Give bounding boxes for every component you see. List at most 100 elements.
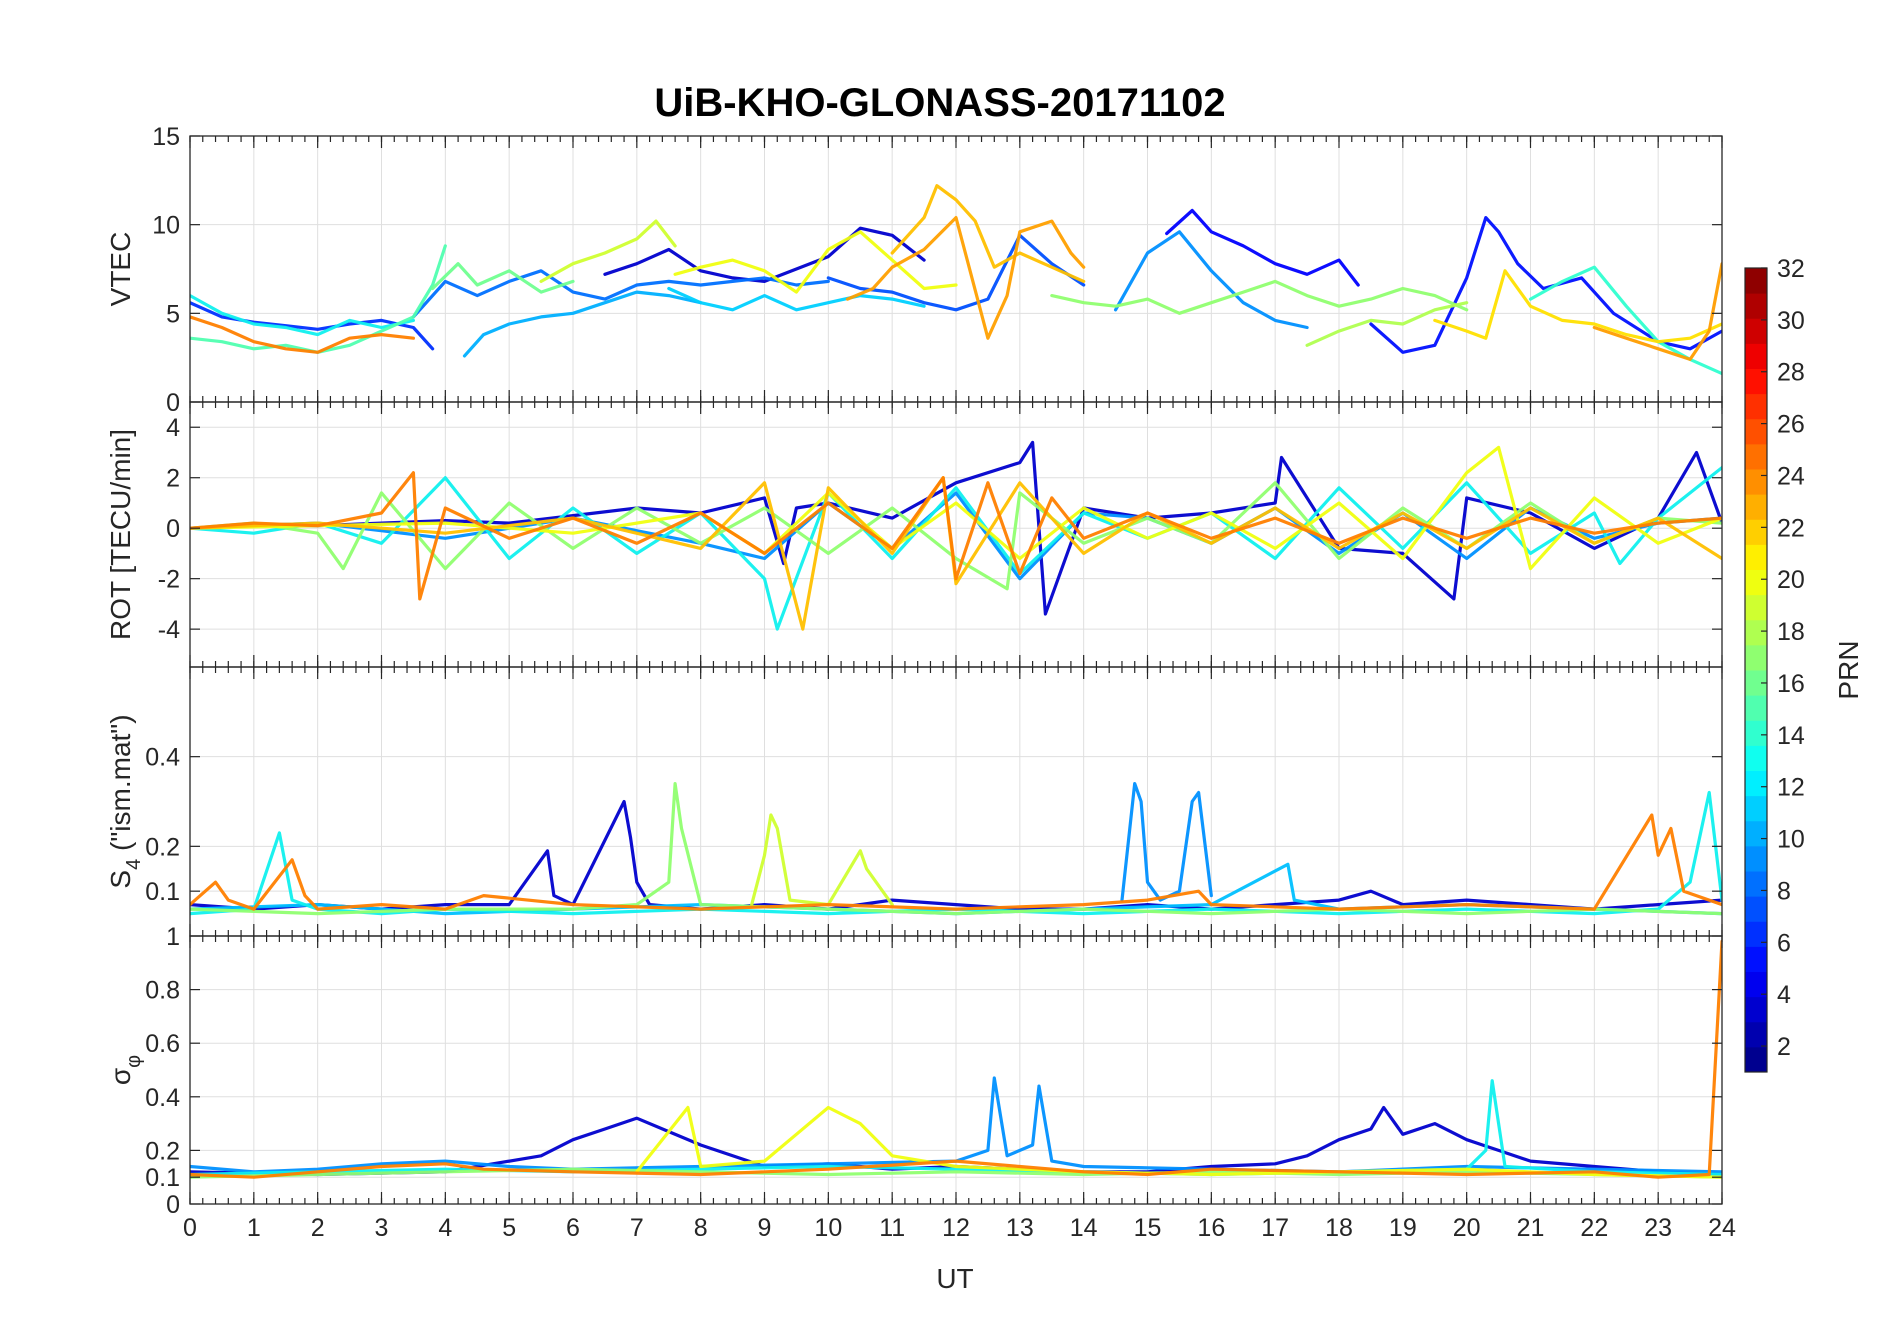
colorbar-segment [1745, 544, 1767, 570]
colorbar-segment [1745, 393, 1767, 420]
y-tick-label: 0.1 [145, 878, 180, 906]
colorbar-tick-label: 4 [1777, 981, 1791, 1009]
y-tick-label: 10 [152, 212, 180, 240]
x-tick-label: 7 [630, 1214, 644, 1242]
x-tick-label: 17 [1261, 1214, 1289, 1242]
x-tick-label: 4 [438, 1214, 452, 1242]
series-line-prn-18 [1305, 301, 1469, 347]
colorbar-tick-label: 20 [1777, 566, 1805, 594]
colorbar-segment [1745, 695, 1767, 721]
colorbar-segment [1745, 469, 1767, 495]
x-tick-label: 23 [1644, 1214, 1672, 1242]
series-line-prn-3 [1165, 208, 1360, 287]
colorbar-segment [1745, 268, 1767, 294]
colorbar-label: PRN [1833, 640, 1864, 699]
series-line-prn-12 [667, 286, 926, 312]
x-tick-label: 6 [566, 1214, 580, 1242]
colorbar-segment [1745, 368, 1767, 395]
colorbar-tick-label: 8 [1777, 877, 1791, 905]
colorbar-tick-label: 6 [1777, 929, 1791, 957]
colorbar-tick-label: 14 [1777, 722, 1805, 750]
colorbar-frame [1744, 267, 1768, 1073]
series-line-prn-25 [1592, 262, 1722, 361]
x-tick-label: 22 [1580, 1214, 1608, 1242]
series-line-prn-13 [190, 294, 415, 337]
colorbar-tick-label: 28 [1777, 359, 1805, 387]
series-line-prn-22 [190, 476, 1722, 631]
series-line-prn-16 [431, 262, 575, 294]
y-axis-label-sigma_phi: σφ [105, 1055, 145, 1085]
y-tick-label: 15 [152, 123, 180, 151]
panel-s4: 0.1 0.2 0.4S4 ("ism.mat") [105, 666, 1723, 937]
colorbar-segment [1745, 795, 1767, 822]
y-tick-label: 0.2 [145, 1137, 180, 1165]
colorbar-segment [1745, 293, 1767, 319]
series-line-prn-8 [1113, 230, 1309, 330]
series-line-prn-5 [190, 301, 435, 351]
series-line-prn-10 [462, 290, 703, 358]
colorbar-tick-label: 18 [1777, 618, 1805, 646]
x-axis-label: UT [936, 1263, 973, 1294]
y-axis-label-rot: ROT [TECU/min] [105, 429, 136, 640]
x-tick-label: 18 [1325, 1214, 1353, 1242]
colorbar-segment [1745, 971, 1767, 998]
y-axis-label-s4: S4 ("ism.mat") [105, 714, 145, 888]
colorbar-tick-label: 22 [1777, 514, 1805, 542]
colorbar-tick-label: 26 [1777, 411, 1805, 439]
x-tick-label: 16 [1197, 1214, 1225, 1242]
colorbar-segment [1745, 896, 1767, 922]
y-tick-label: 0.6 [145, 1030, 180, 1058]
series-line-prn-7 [411, 269, 830, 319]
series-line-prn-24 [190, 315, 415, 354]
x-tick-label: 3 [375, 1214, 389, 1242]
x-tick-label: 19 [1389, 1214, 1417, 1242]
colorbar-segment [1745, 770, 1767, 797]
series-line-prn-20 [635, 1105, 1722, 1179]
panel-vtec: 0 5 10 15 VTEC [105, 123, 1723, 417]
y-tick-label: -2 [158, 566, 180, 594]
series-line-prn-20 [673, 230, 958, 294]
y-tick-label: 0 [166, 515, 180, 543]
series-line-prn-2 [190, 440, 1722, 616]
colorbar-segment [1745, 519, 1767, 545]
colorbar-segment [1745, 871, 1767, 897]
x-tick-label: 21 [1517, 1214, 1545, 1242]
colorbar-segment [1745, 594, 1767, 621]
y-tick-label: 0 [166, 1191, 180, 1219]
y-tick-label: -4 [158, 616, 180, 644]
series-line-prn-17 [1050, 279, 1469, 315]
colorbar-segment [1745, 644, 1767, 671]
x-tick-label: 2 [311, 1214, 325, 1242]
series-line-prn-2 [603, 226, 926, 283]
x-tick-label: 13 [1006, 1214, 1034, 1242]
series-line-prn-24 [190, 939, 1722, 1179]
colorbar-segment [1745, 845, 1767, 872]
series-line-prn-22 [890, 184, 1086, 283]
colorbar-segment [1745, 996, 1767, 1023]
series-group [190, 184, 1722, 376]
colorbar-tick-label: 30 [1777, 307, 1805, 335]
y-tick-label: 0 [166, 389, 180, 417]
x-tick-label: 10 [814, 1214, 842, 1242]
y-tick-label: 0.1 [145, 1164, 180, 1192]
series-group [190, 939, 1722, 1179]
series-line-prn-21 [1433, 269, 1722, 344]
series-group [190, 781, 1722, 916]
colorbar-segment [1745, 670, 1767, 696]
series-line-prn-8 [1120, 781, 1213, 902]
series-line-prn-13 [190, 466, 1722, 631]
y-axis-label-vtec: VTEC [105, 232, 136, 307]
series-line-prn-24 [190, 471, 1722, 601]
colorbar-segment [1745, 619, 1767, 646]
x-tick-label: 15 [1134, 1214, 1162, 1242]
colorbar-segment [1745, 921, 1767, 947]
x-tick-label: 1 [247, 1214, 261, 1242]
y-tick-label: 0.8 [145, 977, 180, 1005]
series-line-prn-17 [190, 781, 1722, 916]
series-line-prn-17 [190, 1167, 1722, 1179]
colorbar-tick-label: 12 [1777, 774, 1805, 802]
x-tick-label: 5 [502, 1214, 516, 1242]
